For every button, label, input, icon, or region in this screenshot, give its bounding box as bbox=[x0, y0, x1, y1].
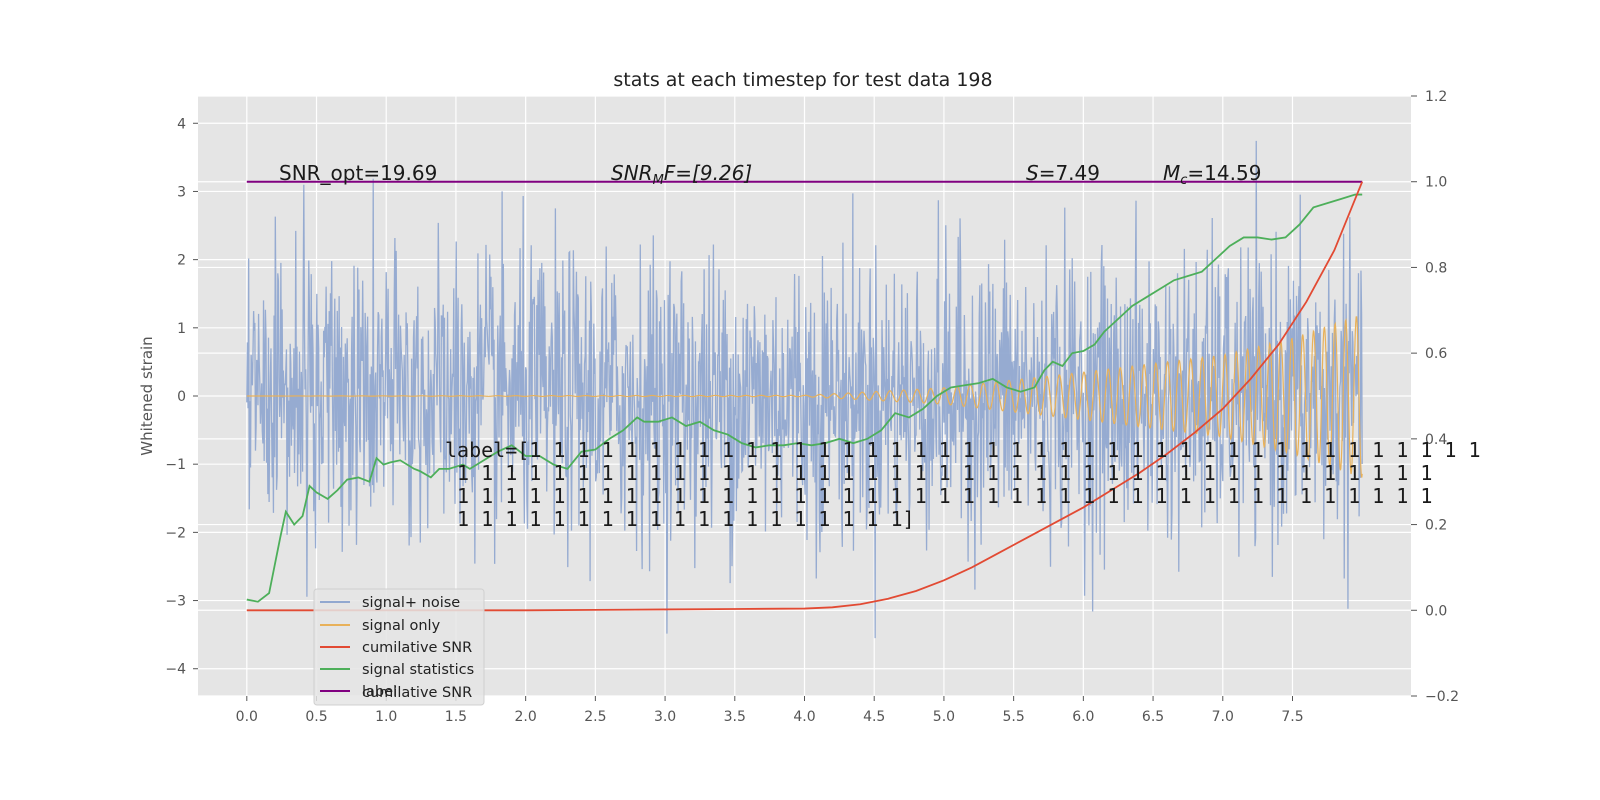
label-line-1: label=[1 1 1 1 1 1 1 1 1 1 1 1 1 1 1 1 1… bbox=[445, 438, 1481, 462]
y-right-tick-label-1: 1.0 bbox=[1425, 175, 1447, 191]
x-tick-label-8: 4.0 bbox=[793, 709, 815, 725]
y-left-tick-label-3: 1 bbox=[177, 321, 186, 337]
label-array-annotation: label=[1 1 1 1 1 1 1 1 1 1 1 1 1 1 1 1 1… bbox=[445, 438, 1541, 531]
y-right-tick-label-7: −0.2 bbox=[1425, 689, 1459, 705]
signal-plus-noise-series bbox=[246, 140, 1363, 639]
x-tick-label-9: 4.5 bbox=[863, 709, 885, 725]
s-value: =7.49 bbox=[1039, 161, 1100, 185]
x-axis-ticks: 0.0 0.5 1.0 1.5 2.0 2.5 3.0 3.5 4.0 4.5 5.0 5.5 6.0 6… bbox=[236, 696, 1304, 725]
s-annotation: S=7.49 bbox=[1026, 161, 1100, 185]
y-right-tick-label-3: 0.6 bbox=[1425, 346, 1447, 362]
x-tick-label-5: 2.5 bbox=[584, 709, 606, 725]
legend-ghost-text: cumilative SNR bbox=[362, 685, 472, 701]
snr-mf-rest: F=[9.26] bbox=[664, 161, 752, 185]
mc-symbol: M bbox=[1163, 161, 1180, 185]
signal-only-series bbox=[246, 316, 1363, 478]
s-symbol: S bbox=[1026, 161, 1039, 185]
y-right-tick-label-4: 0.4 bbox=[1425, 432, 1447, 448]
noise-line bbox=[246, 140, 1363, 639]
snr-mf-main: SNR bbox=[611, 161, 653, 185]
label-line-2: 1 1 1 1 1 1 1 1 1 1 1 1 1 1 1 1 1 1 1 1 … bbox=[445, 461, 1432, 485]
y-left-axis-ticks: 4 3 2 1 0 −1 −2 −3 −4 bbox=[165, 116, 198, 678]
x-tick-label-14: 7.0 bbox=[1212, 709, 1234, 725]
x-tick-label-7: 3.5 bbox=[724, 709, 746, 725]
y-left-tick-label-0: 4 bbox=[177, 116, 186, 132]
snr-opt-annotation: SNR_opt=19.69 bbox=[279, 161, 437, 185]
x-tick-label-0: 0.0 bbox=[236, 709, 258, 725]
y-right-axis-ticks: 1.2 1.0 0.8 0.6 0.4 0.2 0.0 −0.2 bbox=[1411, 89, 1459, 705]
y-right-tick-label-2: 0.8 bbox=[1425, 260, 1447, 276]
mc-subscript: c bbox=[1180, 173, 1187, 188]
legend-label-label: label bbox=[362, 684, 397, 700]
label-line-3: 1 1 1 1 1 1 1 1 1 1 1 1 1 1 1 1 1 1 1 1 … bbox=[445, 484, 1432, 508]
chart-title: stats at each timestep for test data 198 bbox=[613, 69, 992, 91]
x-tick-label-12: 6.0 bbox=[1072, 709, 1094, 725]
legend-label-stats: signal statistics bbox=[362, 662, 474, 678]
signal-statistics-line bbox=[246, 193, 1363, 603]
x-tick-label-15: 7.5 bbox=[1281, 709, 1303, 725]
y-left-tick-label-5: −1 bbox=[165, 457, 186, 473]
y-right-tick-label-6: 0.0 bbox=[1425, 603, 1447, 619]
y-right-tick-label-0: 1.2 bbox=[1425, 89, 1447, 105]
y-left-tick-label-1: 3 bbox=[177, 184, 186, 200]
x-tick-label-10: 5.0 bbox=[933, 709, 955, 725]
mc-value: =14.59 bbox=[1187, 161, 1261, 185]
y-left-tick-label-4: 0 bbox=[177, 389, 186, 405]
cumulative-snr-line bbox=[246, 181, 1364, 612]
y-right-tick-label-5: 0.2 bbox=[1425, 518, 1447, 534]
y-left-tick-label-7: −3 bbox=[165, 594, 186, 610]
legend-box bbox=[313, 588, 485, 706]
mc-annotation: Mc=14.59 bbox=[1163, 161, 1261, 188]
x-tick-label-11: 5.5 bbox=[1003, 709, 1025, 725]
label-line-4: 1 1 1 1 1 1 1 1 1 1 1 1 1 1 1 1 1 1 1] bbox=[445, 507, 915, 531]
y-left-tick-label-8: −4 bbox=[165, 662, 186, 678]
y-left-tick-label-2: 2 bbox=[177, 253, 186, 269]
x-tick-label-6: 3.0 bbox=[654, 709, 676, 725]
snr-mf-subscript: M bbox=[653, 173, 664, 188]
x-tick-label-3: 1.5 bbox=[445, 709, 467, 725]
x-tick-label-13: 6.5 bbox=[1142, 709, 1164, 725]
legend-label-cum-snr: cumilative SNR bbox=[362, 640, 472, 656]
y-left-tick-label-6: −2 bbox=[165, 525, 186, 541]
overlay-series bbox=[246, 180, 1364, 612]
legend: cumilative SNR signal+ noise signal only… bbox=[313, 588, 485, 706]
x-tick-label-1: 0.5 bbox=[305, 709, 327, 725]
legend-label-noise: signal+ noise bbox=[362, 595, 460, 611]
y-axis-label: Whitened strain bbox=[138, 336, 156, 455]
legend-label-signal: signal only bbox=[362, 618, 441, 634]
x-tick-label-4: 2.0 bbox=[515, 709, 537, 725]
snr-mf-annotation: SNRMF=[9.26] bbox=[611, 161, 752, 188]
x-tick-label-2: 1.0 bbox=[375, 709, 397, 725]
signal-only-line bbox=[246, 316, 1363, 478]
